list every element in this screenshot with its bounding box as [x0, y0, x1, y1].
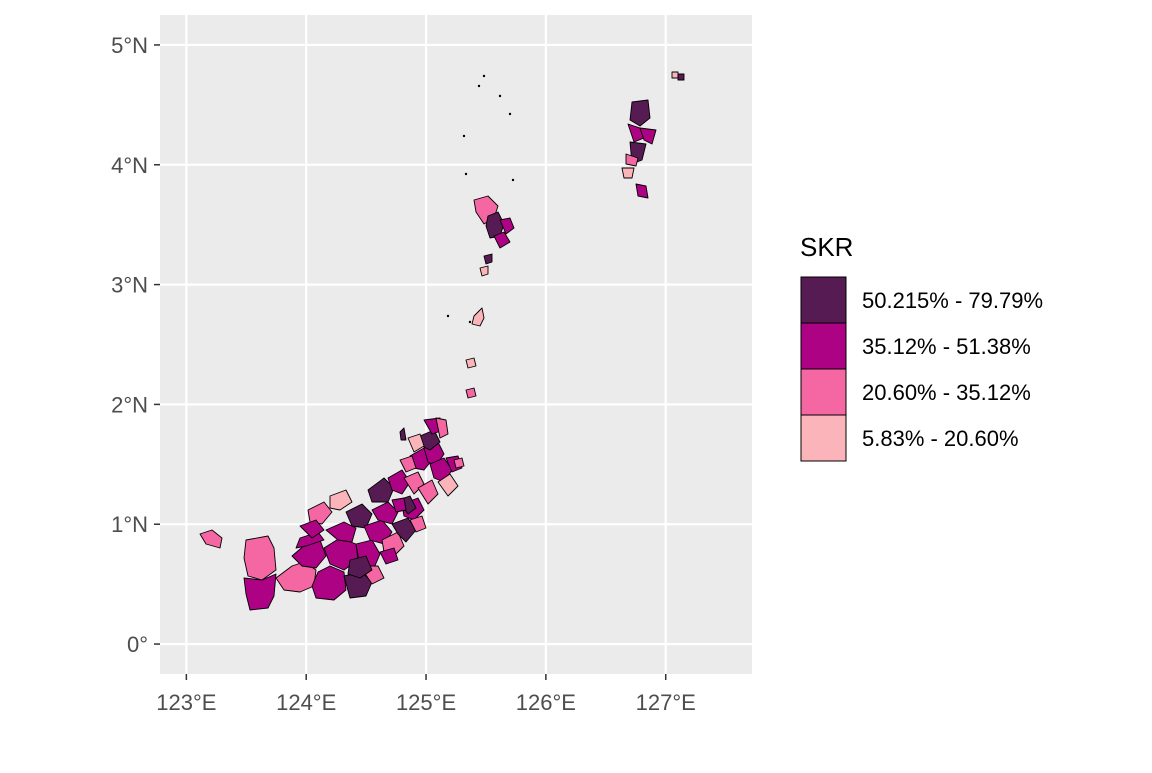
- legend-key: [800, 414, 847, 462]
- x-tick-label: 127°E: [636, 690, 696, 715]
- legend-key: [800, 276, 847, 324]
- map-region: [387, 469, 411, 495]
- legend-title: SKR: [800, 232, 853, 262]
- map-region: [621, 167, 635, 179]
- y-tick-label: 3°N: [111, 273, 148, 298]
- map-region: [677, 73, 685, 81]
- legend-key: [800, 368, 847, 416]
- map-region: [409, 515, 427, 533]
- map-region: [479, 265, 489, 277]
- legend-key: [800, 322, 847, 370]
- map-region: [391, 497, 407, 513]
- map-islet: [446, 314, 450, 318]
- map-islet: [477, 84, 481, 88]
- map-region: [371, 501, 399, 525]
- map-region: [465, 387, 477, 399]
- map-region: [625, 153, 639, 167]
- map-region: [499, 217, 515, 235]
- map-region: [295, 531, 325, 549]
- map-region: [629, 99, 651, 127]
- y-tick-label: 1°N: [111, 512, 148, 537]
- axes: 123°E 124°E 125°E 126°E 127°E 0° 1°N 2°N 3°N 4°N 5…: [111, 33, 696, 715]
- map-region: [199, 529, 223, 549]
- map-region: [453, 457, 465, 469]
- map-region: [639, 127, 657, 145]
- x-tick-label: 125°E: [396, 690, 456, 715]
- map-islet: [498, 94, 502, 98]
- map-region: [243, 535, 277, 581]
- map-region: [671, 71, 679, 79]
- x-tick-label: 124°E: [276, 690, 336, 715]
- legend-label: 5.83% - 20.60%: [862, 426, 1019, 451]
- legend-label: 35.12% - 51.38%: [862, 334, 1031, 359]
- map-regions: [199, 71, 685, 611]
- y-tick-label: 4°N: [111, 153, 148, 178]
- map-region: [391, 517, 417, 543]
- x-tick-label: 123°E: [156, 690, 216, 715]
- y-tick-label: 2°N: [111, 392, 148, 417]
- map-islet: [508, 112, 512, 116]
- map-region: [307, 501, 333, 525]
- map-region: [399, 455, 417, 473]
- map-region: [635, 183, 649, 199]
- map-region: [437, 473, 459, 497]
- x-tick-label: 126°E: [516, 690, 576, 715]
- map-region: [325, 521, 357, 543]
- map-islet: [462, 134, 466, 138]
- map-islet: [464, 172, 468, 176]
- map-region: [493, 231, 511, 249]
- y-tick-label: 0°: [127, 632, 148, 657]
- map-islet: [482, 74, 486, 78]
- map-islet: [468, 320, 472, 324]
- legend-label: 50.215% - 79.79%: [862, 288, 1043, 313]
- map-region: [399, 427, 407, 441]
- map-region: [329, 489, 353, 511]
- map-region: [311, 565, 347, 601]
- map-region: [299, 519, 325, 539]
- map-region: [379, 547, 399, 565]
- legend-label: 20.60% - 35.12%: [862, 380, 1031, 405]
- map-region: [483, 253, 493, 265]
- map-region: [435, 417, 449, 439]
- map-region: [417, 479, 439, 505]
- map-region: [465, 357, 477, 369]
- map-region: [407, 433, 425, 453]
- y-tick-label: 5°N: [111, 33, 148, 58]
- legend: SKR 50.215% - 79.79% 35.12% - 51.38% 20.60…: [800, 232, 1043, 462]
- map-region: [243, 573, 277, 611]
- map-region: [345, 503, 373, 529]
- map-region: [347, 555, 373, 579]
- grid-lines: [160, 15, 752, 674]
- map-islet: [511, 178, 515, 182]
- map-region: [471, 307, 485, 327]
- map-region: [367, 477, 395, 503]
